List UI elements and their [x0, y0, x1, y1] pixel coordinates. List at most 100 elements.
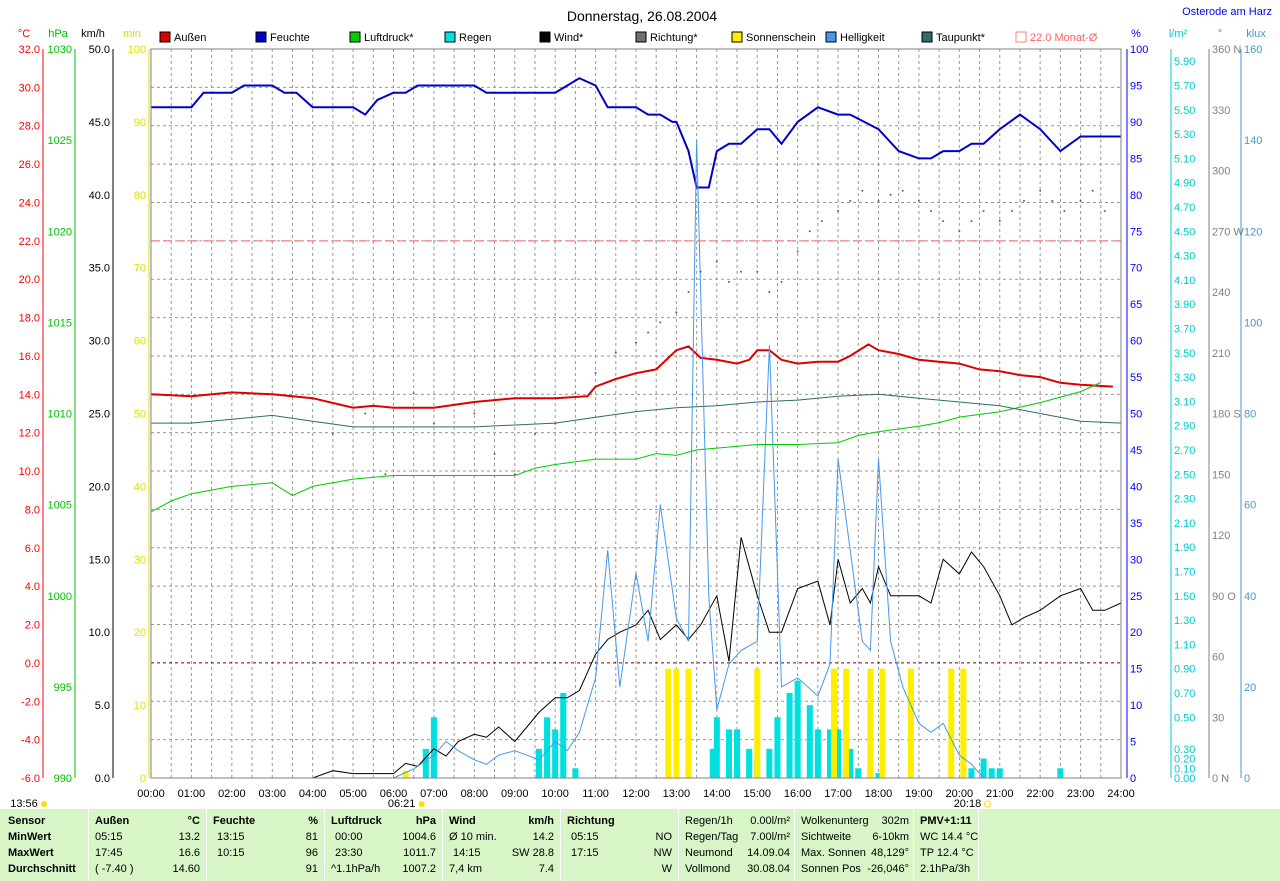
aussen-max-val: 16.6	[178, 847, 200, 859]
feuchte-max-time: 10:15	[217, 847, 245, 859]
humidity-tick: 70	[1130, 263, 1142, 275]
sunshine-bar	[948, 668, 955, 778]
rain-tick: 4.50	[1174, 226, 1195, 238]
temp-tick: 8.0	[25, 504, 40, 516]
series-lines	[150, 77, 1122, 779]
legend-swatch	[444, 31, 456, 43]
neumond-label: Neumond	[685, 847, 733, 859]
brightness-unit-label: klux	[1246, 28, 1266, 40]
legend-swatch	[825, 31, 837, 43]
sunshine-unit-label: min	[123, 28, 141, 40]
wind-unit-label: km/h	[81, 28, 105, 40]
legend-swatch	[255, 31, 267, 43]
row-label-avg: Durchschnitt	[8, 863, 76, 875]
direction-dot	[740, 270, 743, 273]
feuchte-avg-val: 91	[305, 863, 318, 875]
legend-entry: Wind*	[554, 32, 584, 44]
rain-bar	[835, 729, 842, 778]
rain-tick: 1.10	[1174, 639, 1195, 651]
humidity-tick: 90	[1130, 117, 1142, 129]
legend-swatch	[921, 31, 933, 43]
direction-dot	[699, 270, 702, 273]
pressure-tick: 1005	[48, 500, 72, 512]
rain-tick: 0.20	[1174, 754, 1195, 766]
x-axis: 00:00 01:00 02:00 03:00 04:00 05:00 06:00 07:00…	[10, 788, 1135, 809]
rain-bar	[806, 705, 813, 778]
x-tick-label: 18:00	[865, 788, 893, 800]
direction-dot	[1051, 199, 1054, 202]
direction-dot	[687, 291, 690, 293]
tp-val: TP 12.4 °C	[920, 847, 974, 859]
current-time-label: 13:56	[10, 798, 38, 809]
luftdruck-max-val: 1011.7	[403, 847, 436, 859]
direction-dot	[513, 473, 516, 476]
direction-dot	[533, 432, 536, 435]
wind-tick: 35.0	[89, 263, 110, 275]
location-label: Osterode am Harz	[1182, 6, 1272, 18]
humidity-tick: 0	[1130, 773, 1136, 785]
rain-tick: 4.10	[1174, 275, 1195, 287]
legend-swatch	[159, 31, 171, 43]
aussen-avg-note: ( -7.40 )	[95, 863, 134, 875]
rain-tick: 4.90	[1174, 178, 1195, 190]
wind-tick: 10.0	[89, 627, 110, 639]
temp-tick: 10.0	[19, 466, 40, 478]
current-sun-icon	[41, 801, 47, 807]
sunshine-bar	[754, 668, 761, 778]
direction-dot	[780, 280, 783, 283]
temp-tick: 18.0	[19, 313, 40, 325]
wc-val: WC 14.4 °C	[920, 831, 979, 843]
rain-tick: 2.70	[1174, 445, 1195, 457]
legend-swatch	[539, 31, 551, 43]
series-line-humidity	[151, 77, 1121, 189]
bars	[402, 668, 1064, 778]
sichtweite-label: Sichtweite	[801, 831, 852, 843]
direction-tick: 0 N	[1212, 773, 1229, 785]
col-feuchte: Feuchte % 13:15 81 10:15 96 91	[207, 809, 324, 881]
feuchte-header: Feuchte	[213, 815, 256, 827]
humidity-tick: 10	[1130, 700, 1142, 712]
series-line-temp	[150, 343, 1113, 409]
richtung-min-val: NO	[655, 831, 673, 843]
wolken-label: Wolkenunterg	[801, 815, 869, 827]
rain-bar	[560, 692, 567, 778]
humidity-tick: 35	[1130, 518, 1142, 530]
chart-title: Donnerstag, 26.08.2004	[567, 8, 717, 24]
rain-tick: 2.90	[1174, 421, 1195, 433]
humidity-tick: 40	[1130, 481, 1142, 493]
rain-tick: 0.00	[1174, 773, 1195, 785]
rain-bar	[814, 729, 821, 778]
feuchte-unit: %	[308, 815, 318, 827]
rain-bar	[968, 768, 975, 778]
sunshine-tick: 40	[134, 481, 146, 493]
temp-tick: 14.0	[19, 389, 40, 401]
richtung-avg-val: W	[661, 863, 672, 875]
sunshine-tick: 80	[134, 190, 146, 202]
brightness-tick: 140	[1244, 135, 1262, 147]
direction-dot	[554, 422, 557, 425]
direction-dot	[647, 331, 650, 334]
wind-tick: 40.0	[89, 190, 110, 202]
direction-dot	[659, 321, 662, 324]
sunshine-tick: 10	[134, 700, 146, 712]
direction-tick: 330	[1212, 105, 1230, 117]
legend-entry: Taupunkt*	[936, 32, 986, 44]
x-tick-label: 09:00	[501, 788, 529, 800]
brightness-tick: 40	[1244, 591, 1256, 603]
legend-swatch	[349, 31, 361, 43]
wind-max-time: 14:15	[453, 847, 481, 859]
wind-distance: 7,4 km	[449, 863, 483, 875]
humidity-tick: 75	[1130, 226, 1142, 238]
rain-tick: 1.30	[1174, 615, 1195, 627]
sunshine-bar	[960, 668, 967, 778]
direction-tick: 30	[1212, 712, 1224, 724]
wind-unit: km/h	[528, 815, 554, 827]
x-tick-label: 19:00	[905, 788, 933, 800]
temp-unit-label: °C	[18, 28, 30, 40]
summary-table: Sensor MinWert MaxWert Durchschnitt Auße…	[0, 809, 1280, 881]
direction-dot	[1079, 199, 1082, 202]
direction-dot	[942, 220, 945, 223]
humidity-tick: 5	[1130, 737, 1136, 749]
humidity-tick: 30	[1130, 554, 1142, 566]
sunshine-bar	[831, 668, 838, 778]
